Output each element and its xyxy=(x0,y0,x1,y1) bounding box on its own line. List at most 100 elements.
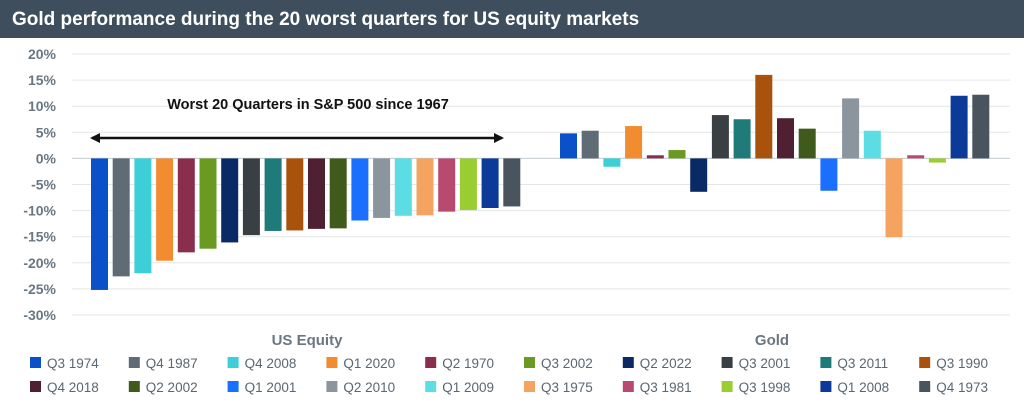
y-axis: 20% 15% 10% 5% 0% -5% -10% -15% -20% -25% -30% xyxy=(23,46,56,323)
y-tick-label: -15% xyxy=(23,229,56,245)
bar-gold-q3-1974 xyxy=(560,133,577,159)
legend-swatch xyxy=(721,357,733,368)
legend-label: Q3 1998 xyxy=(739,380,791,395)
legend-swatch xyxy=(128,381,140,392)
y-tick-label: 0% xyxy=(36,150,57,166)
y-tick-label: -25% xyxy=(23,281,56,297)
legend-label: Q1 2008 xyxy=(837,380,889,395)
legend-swatch xyxy=(30,357,41,368)
legend-label: Q3 1974 xyxy=(47,356,99,371)
legend-swatch xyxy=(524,357,535,368)
legend-swatch xyxy=(524,381,535,392)
legend-swatch xyxy=(622,381,634,392)
bar-gold-q4-1973 xyxy=(972,94,990,159)
bar-gold-q1-2008 xyxy=(950,95,968,159)
bar-gold-q1-2020 xyxy=(625,126,643,159)
bar-gold-q2-2002 xyxy=(798,128,816,159)
legend-label: Q1 2020 xyxy=(343,356,395,371)
y-tick-label: -10% xyxy=(23,203,56,219)
bar-us-equity-q1-2009 xyxy=(394,158,412,216)
bar-us-equity-q4-1987 xyxy=(112,158,130,277)
annotation-text: Worst 20 Quarters in S&P 500 since 1967 xyxy=(167,97,449,113)
bar-gold-q3-2011 xyxy=(733,119,751,159)
bar-gold-q3-1981 xyxy=(907,155,925,159)
bar-us-equity-q2-2010 xyxy=(373,158,391,218)
legend-label: Q2 2010 xyxy=(343,380,395,395)
y-tick-label: 15% xyxy=(28,72,57,88)
legend-label: Q3 2002 xyxy=(541,356,593,371)
legend-swatch xyxy=(326,357,338,368)
legend-label: Q2 1970 xyxy=(442,356,494,371)
bar-gold-q3-1990 xyxy=(755,74,773,159)
title-bar: Gold performance during the 20 worst qua… xyxy=(0,0,1024,38)
chart-title: Gold performance during the 20 worst qua… xyxy=(12,9,640,30)
y-tick-label: -20% xyxy=(23,255,56,271)
group-label-gold: Gold xyxy=(755,332,789,349)
y-tick-label: 20% xyxy=(28,46,57,62)
group-labels: US Equity Gold xyxy=(272,332,790,349)
legend-label: Q2 2002 xyxy=(146,380,198,395)
legend-label: Q2 2022 xyxy=(640,356,692,371)
bar-us-equity-q3-1974 xyxy=(91,158,108,290)
bar-us-equity-q3-1975 xyxy=(416,158,434,216)
legend-swatch xyxy=(820,357,832,368)
y-tick-label: 10% xyxy=(28,98,57,114)
legend-label: Q1 2009 xyxy=(442,380,494,395)
legend-label: Q4 2008 xyxy=(245,356,297,371)
bar-us-equity-q3-2011 xyxy=(264,158,282,231)
bar-gold-q2-1970 xyxy=(646,155,664,159)
legend-label: Q3 2001 xyxy=(739,356,791,371)
legend-label: Q3 1990 xyxy=(936,356,988,371)
bar-gold-q3-1998 xyxy=(928,158,946,163)
y-tick-label: -30% xyxy=(23,307,56,323)
legend-swatch xyxy=(919,357,931,368)
bar-us-equity-q4-2008 xyxy=(134,158,152,274)
legend-swatch xyxy=(425,357,437,368)
bars xyxy=(91,74,990,290)
bar-gold-q2-2022 xyxy=(690,158,708,192)
legend-swatch xyxy=(227,381,239,392)
legend-label: Q4 2018 xyxy=(47,380,99,395)
annotation-group: Worst 20 Quarters in S&P 500 since 1967 xyxy=(90,97,504,143)
bar-gold-q3-2001 xyxy=(711,115,729,159)
legend-label: Q4 1987 xyxy=(146,356,198,371)
bar-us-equity-q2-2002 xyxy=(329,158,347,229)
bar-gold-q4-1987 xyxy=(581,130,599,159)
bar-gold-q4-2008 xyxy=(603,158,621,167)
legend-swatch xyxy=(30,381,41,392)
bar-gold-q3-1975 xyxy=(885,158,903,238)
legend-swatch xyxy=(919,381,931,392)
bar-gold-q1-2001 xyxy=(820,158,838,191)
legend-label: Q3 1975 xyxy=(541,380,593,395)
legend-label: Q1 2001 xyxy=(245,380,297,395)
legend: Q3 1974 Q4 1987 Q4 2008 Q1 2020 Q2 1970 Q3 20… xyxy=(30,356,988,395)
bar-us-equity-q3-2002 xyxy=(199,158,217,249)
bar-us-equity-q4-2018 xyxy=(308,158,325,229)
bar-gold-q3-2002 xyxy=(668,150,686,159)
bar-us-equity-q2-2022 xyxy=(221,158,239,243)
bar-gold-q1-2009 xyxy=(863,130,881,159)
bar-us-equity-q2-1970 xyxy=(177,158,195,253)
group-label-us-equity: US Equity xyxy=(272,332,343,349)
bar-us-equity-q1-2001 xyxy=(351,158,369,221)
legend-swatch xyxy=(128,357,140,368)
legend-label: Q4 1973 xyxy=(936,380,988,395)
legend-label: Q3 2011 xyxy=(837,356,888,371)
legend-swatch xyxy=(721,381,733,392)
legend-swatch xyxy=(820,381,832,392)
legend-swatch xyxy=(326,381,338,392)
bar-gold-q4-2018 xyxy=(777,118,794,159)
bar-us-equity-q1-2008 xyxy=(481,158,499,208)
bar-us-equity-q4-1973 xyxy=(503,158,521,207)
bar-us-equity-q3-1981 xyxy=(438,158,456,212)
legend-swatch xyxy=(425,381,437,392)
legend-swatch xyxy=(227,357,239,368)
bar-gold-q2-2010 xyxy=(842,98,860,159)
y-tick-label: 5% xyxy=(36,124,57,140)
bar-us-equity-q3-2001 xyxy=(242,158,260,236)
bar-us-equity-q1-2020 xyxy=(156,158,174,261)
legend-swatch xyxy=(622,357,634,368)
bar-us-equity-q3-1990 xyxy=(286,158,304,231)
y-tick-label: -5% xyxy=(31,177,56,193)
